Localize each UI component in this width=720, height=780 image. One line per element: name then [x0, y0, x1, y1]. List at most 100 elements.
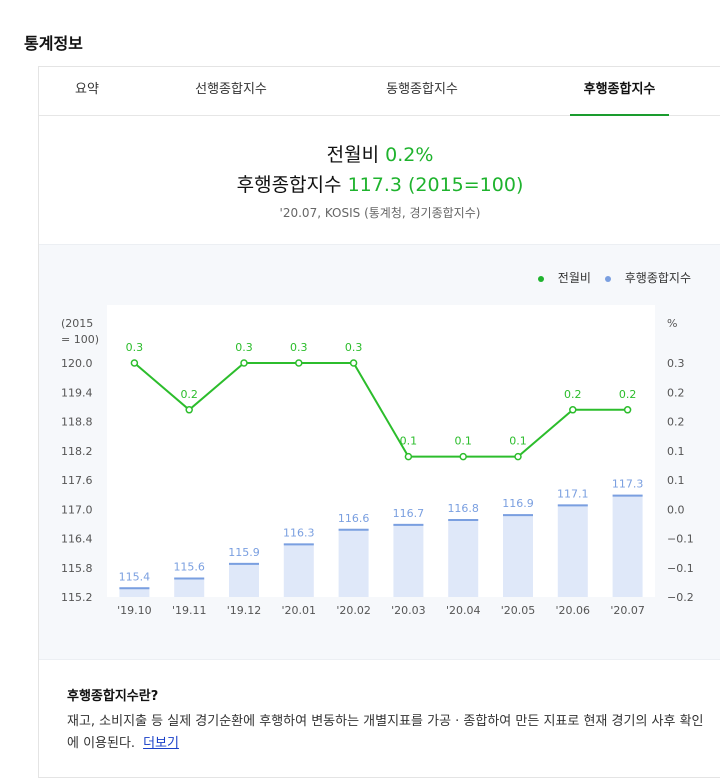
legend-line-dot-icon: [537, 275, 544, 282]
bar-top: [612, 494, 643, 497]
more-link[interactable]: 더보기: [143, 736, 179, 751]
x-tick-label: '20.06: [556, 604, 591, 617]
bar-top: [174, 577, 205, 580]
right-axis-label: %: [667, 317, 677, 330]
bar-value-label: 116.6: [338, 512, 370, 525]
bar-value-label: 115.4: [119, 570, 150, 583]
bar: [283, 543, 314, 597]
line-value-label: 0.1: [509, 435, 527, 448]
tab-bar: 요약 선행종합지수 동행종합지수 후행종합지수: [39, 67, 720, 116]
line-point: [459, 452, 467, 461]
combo-chart: (2015 = 100)% 120.0 119.4 118.8 118.2 117.6 117…: [61, 305, 694, 617]
right-tick-label: −0.1: [667, 533, 694, 546]
bar-value-label: 116.8: [447, 502, 479, 515]
bar-top: [393, 523, 424, 526]
left-tick-label: 117.6: [61, 474, 93, 487]
right-tick-label: 0.2: [667, 416, 685, 429]
right-tick-label: 0.3: [667, 357, 685, 370]
right-tick-label: 0.1: [667, 445, 685, 458]
bar-value-label: 115.6: [173, 561, 205, 574]
bar-top: [119, 587, 150, 590]
line-series: [133, 362, 628, 458]
bar-top: [503, 514, 533, 517]
index-value: 117.3 (2015=100): [347, 174, 524, 196]
x-tick-label: '20.04: [446, 604, 481, 617]
tab-lagging-index[interactable]: 후행종합지수: [570, 67, 669, 116]
mom-value: 0.2%: [385, 144, 434, 166]
tab-coincident-index[interactable]: 동행종합지수: [386, 82, 458, 97]
mom-label: 전월비: [326, 144, 380, 166]
line-value-label: 0.2: [180, 388, 198, 401]
legend-bar-dot-icon: [604, 275, 611, 282]
left-tick-label: 116.4: [61, 533, 93, 546]
left-tick-label: 115.8: [61, 562, 93, 575]
bar-value-label: 116.7: [393, 507, 425, 520]
info-title: 후행종합지수란?: [67, 689, 159, 704]
bar-top: [448, 519, 479, 521]
line-point: [185, 406, 193, 414]
tab-leading-index[interactable]: 선행종합지수: [195, 82, 267, 97]
bar-top: [229, 562, 259, 565]
bar: [338, 528, 369, 597]
index-label: 후행종합지수: [236, 174, 342, 196]
line-point: [514, 452, 522, 461]
line-value-label: 0.3: [290, 341, 308, 354]
bar-value-label: 116.9: [502, 497, 534, 510]
bar-top: [283, 543, 314, 546]
left-tick-label: 118.2: [61, 445, 93, 458]
left-tick-label: 118.8: [61, 416, 93, 429]
line-value-label: 0.3: [126, 341, 143, 354]
bar: [503, 514, 533, 597]
info-desc-text: 재고, 소비지출 등 실제 경기순환에 후행하여 변동하는 개별지표를 가공 ·…: [67, 714, 704, 751]
line-point: [569, 406, 577, 414]
left-tick-label: 119.4: [61, 386, 93, 399]
bar-value-label: 115.9: [228, 546, 260, 559]
line-value-label: 0.2: [564, 388, 582, 401]
bar-value-label: 116.3: [283, 526, 315, 539]
legend-bar-label: 후행종합지수: [624, 271, 691, 285]
stats-panel: 요약 선행종합지수 동행종합지수 후행종합지수 전월비 0.2% 후행종합지수 …: [38, 66, 720, 778]
x-tick-label: '20.05: [501, 604, 536, 617]
legend-line-label: 전월비: [557, 271, 591, 285]
info-block: 후행종합지수란? 재고, 소비지출 등 실제 경기순환에 후행하여 변동하는 개…: [39, 659, 720, 779]
line-point: [240, 359, 248, 367]
right-tick-label: −0.1: [667, 562, 694, 575]
line-value-label: 0.1: [400, 435, 418, 448]
line-point: [130, 359, 139, 367]
line-value-label: 0.3: [345, 341, 363, 354]
line-point: [623, 406, 632, 414]
bar: [393, 523, 424, 597]
right-tick-label: 0.1: [667, 474, 685, 487]
summary-block: 전월비 0.2% 후행종합지수 117.3 (2015=100) '20.07,…: [39, 116, 720, 244]
index-line: 후행종합지수 117.3 (2015=100): [39, 170, 720, 197]
left-tick-label: 117.0: [61, 503, 93, 516]
line-value-label: 0.1: [454, 435, 472, 448]
left-axis-label: (2015: [61, 317, 93, 330]
right-tick-label: 0.2: [667, 386, 685, 399]
bar: [557, 504, 588, 597]
bar: [174, 577, 205, 597]
bar-top: [557, 504, 588, 507]
legend-item-line: 전월비: [537, 271, 591, 285]
x-tick-label: '20.07: [610, 604, 645, 617]
info-description: 재고, 소비지출 등 실제 경기순환에 후행하여 변동하는 개별지표를 가공 ·…: [67, 711, 707, 755]
chart-area: 전월비 후행종합지수 (2015 = 100)% 120.0 119.4 118.8 11…: [39, 244, 720, 660]
source-text: '20.07, KOSIS (통계청, 경기종합지수): [279, 206, 481, 220]
bar-top: [338, 528, 369, 531]
line-point: [349, 359, 358, 367]
bar: [448, 519, 479, 597]
bar: [229, 562, 259, 597]
x-tick-label: '20.03: [391, 604, 426, 617]
line-point: [404, 452, 413, 461]
tab-summary[interactable]: 요약: [75, 82, 99, 97]
line-value-label: 0.2: [619, 388, 637, 401]
x-tick-label: '19.12: [227, 604, 262, 617]
x-tick-label: '20.01: [282, 604, 317, 617]
line-value-label: 0.3: [235, 341, 253, 354]
bar-value-label: 117.3: [612, 478, 644, 491]
x-tick-label: '19.10: [117, 604, 152, 617]
section-title: 통계정보: [24, 34, 83, 53]
chart-legend: 전월비 후행종합지수: [528, 269, 691, 286]
x-tick-label: '19.11: [172, 604, 207, 617]
line-point: [295, 359, 303, 367]
